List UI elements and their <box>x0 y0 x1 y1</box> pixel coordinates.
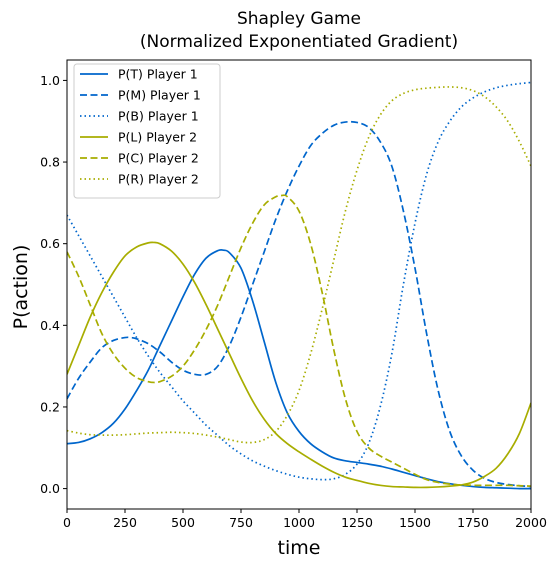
x-tick-label: 750 <box>229 515 253 530</box>
legend-label: P(R) Player 2 <box>118 172 199 187</box>
x-axis: 0 250 500 750 1000 1250 1500 1750 2000 <box>63 509 547 530</box>
plot-area <box>66 59 532 510</box>
x-tick-label: 1250 <box>341 515 373 530</box>
legend-box <box>73 63 221 199</box>
legend-label: P(B) Player 1 <box>118 109 199 124</box>
series-line-4 <box>67 241 531 489</box>
x-tick-label: 500 <box>171 515 195 530</box>
legend-label: P(T) Player 1 <box>118 67 198 82</box>
y-tick-label: 0.4 <box>40 318 60 333</box>
x-tick-label: 0 <box>63 515 71 530</box>
y-tick-label: 0.6 <box>40 236 60 251</box>
chart-title: Shapley Game <box>237 9 361 29</box>
series-line-3 <box>67 81 531 481</box>
series-group <box>67 81 531 490</box>
chart-subtitle: (Normalized Exponentiated Gradient) <box>140 32 458 52</box>
series-line-6 <box>67 86 531 444</box>
x-tick-label: 1750 <box>457 515 489 530</box>
y-tick-label: 0.8 <box>40 155 60 170</box>
legend: P(T) Player 1 P(M) Player 1 P(B) Player 1 P… <box>73 63 221 199</box>
legend-label: P(C) Player 2 <box>118 151 199 166</box>
x-tick-label: 1000 <box>283 515 315 530</box>
y-axis-label: P(action) <box>10 245 32 330</box>
series-line-5 <box>67 194 531 487</box>
x-axis-label: time <box>278 537 321 559</box>
x-tick-label: 2000 <box>515 515 547 530</box>
y-axis: 0.0 0.2 0.4 0.6 0.8 1.0 <box>40 73 67 496</box>
y-tick-label: 1.0 <box>40 73 60 88</box>
x-tick-label: 1500 <box>399 515 431 530</box>
x-tick-label: 250 <box>113 515 137 530</box>
series-line-2 <box>67 120 531 488</box>
y-tick-label: 0.0 <box>40 481 60 496</box>
legend-label: P(L) Player 2 <box>118 130 197 145</box>
series-line-1 <box>67 248 531 490</box>
legend-label: P(M) Player 1 <box>118 88 201 103</box>
y-tick-label: 0.2 <box>40 399 60 414</box>
